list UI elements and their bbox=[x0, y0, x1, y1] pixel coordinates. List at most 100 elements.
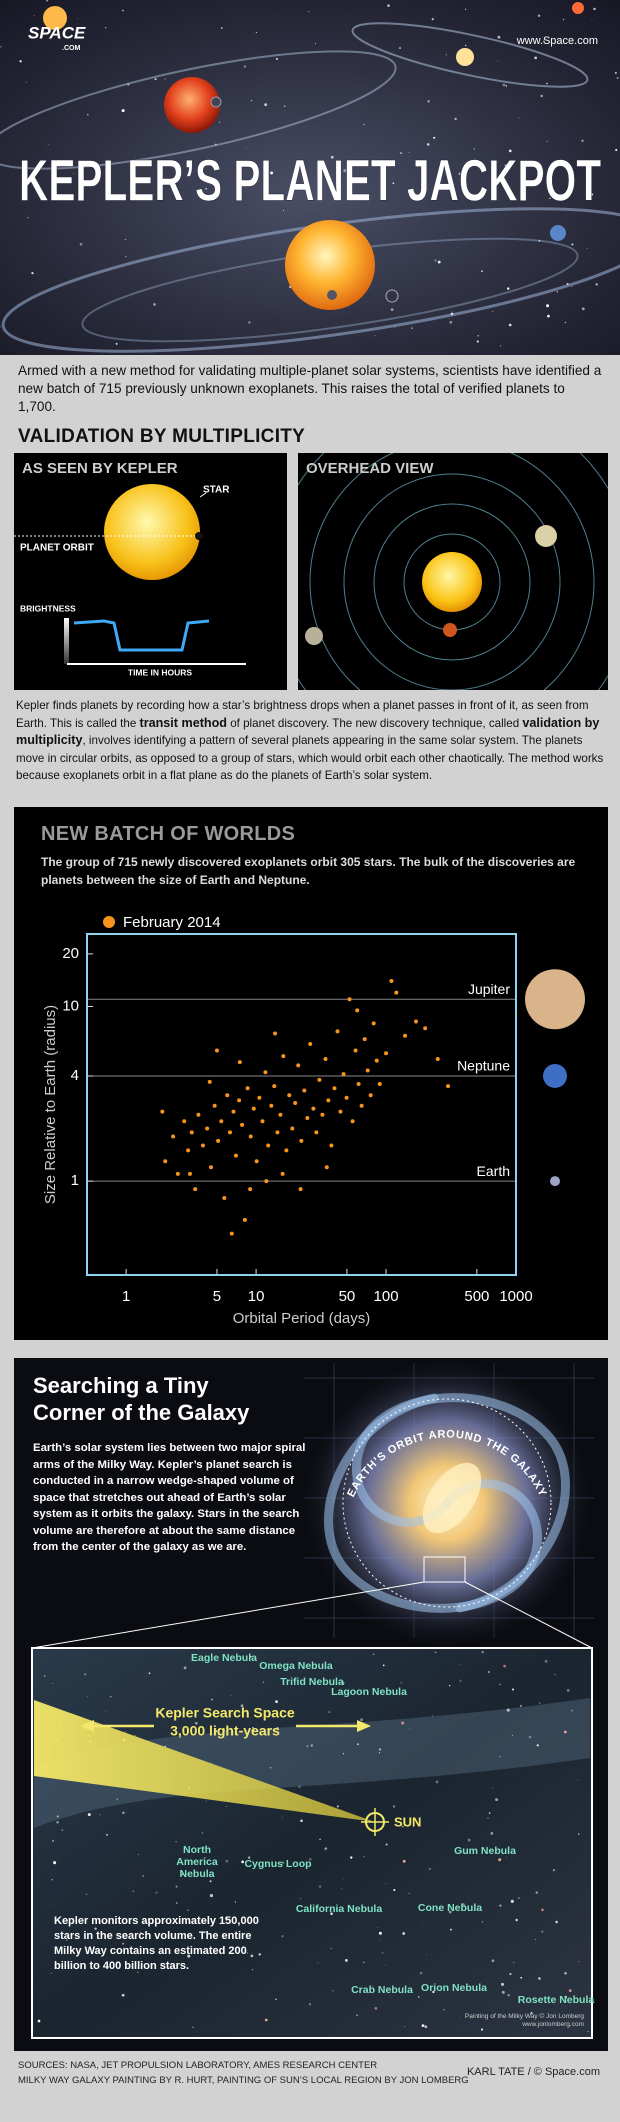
data-point bbox=[248, 1187, 253, 1192]
star-dot bbox=[211, 1698, 213, 1701]
legend-label: February 2014 bbox=[123, 914, 221, 931]
data-point bbox=[296, 1063, 301, 1068]
star-dot bbox=[122, 9, 124, 12]
data-point bbox=[326, 1098, 331, 1103]
logo: SPACE bbox=[28, 23, 86, 42]
star-dot bbox=[330, 155, 334, 159]
nebula-label: Cygnus Loop bbox=[244, 1858, 312, 1870]
star-dot bbox=[570, 1709, 573, 1712]
star-dot bbox=[134, 1962, 136, 1965]
panel-title: AS SEEN BY KEPLER bbox=[22, 460, 178, 477]
star-dot bbox=[219, 121, 221, 123]
star-dot bbox=[246, 1951, 249, 1954]
star-dot bbox=[435, 1780, 439, 1784]
star-dot bbox=[569, 2025, 571, 2027]
star-dot bbox=[510, 1899, 514, 1903]
star-dot bbox=[500, 345, 502, 347]
data-point bbox=[264, 1179, 269, 1184]
data-point bbox=[377, 1081, 382, 1086]
orbit bbox=[351, 22, 589, 88]
image-credit: Painting of the Milky Way © Jon Lomberg … bbox=[464, 2013, 584, 2028]
star-dot bbox=[390, 308, 394, 312]
data-point bbox=[275, 1130, 280, 1135]
star-dot bbox=[421, 2024, 425, 2028]
data-point bbox=[254, 1159, 259, 1164]
star-dot bbox=[33, 15, 35, 17]
data-point bbox=[394, 990, 399, 995]
star-dot bbox=[467, 191, 470, 194]
planet-image bbox=[543, 1063, 567, 1088]
nebula-label: Rosette Nebula bbox=[517, 1994, 595, 2006]
star-dot bbox=[460, 1664, 462, 1666]
star-dot bbox=[544, 1659, 548, 1663]
star-dot bbox=[520, 1976, 523, 1979]
nebula-label: California Nebula bbox=[295, 1903, 383, 1915]
star-dot bbox=[77, 18, 79, 19]
star-dot bbox=[534, 1938, 536, 1940]
data-point bbox=[228, 1130, 233, 1135]
star-dot bbox=[511, 1688, 514, 1691]
star-dot bbox=[393, 1888, 396, 1892]
star-dot bbox=[234, 1901, 237, 1903]
kepler-view-panel: AS SEEN BY KEPLER STAR PLANET ORBIT BRIG… bbox=[14, 453, 287, 690]
star-dot bbox=[85, 1893, 88, 1896]
star-dot bbox=[154, 78, 157, 81]
arm bbox=[324, 1393, 542, 1613]
star-dot bbox=[0, 326, 1, 328]
data-point bbox=[248, 1134, 253, 1139]
star-dot bbox=[392, 1805, 396, 1808]
x-tick-label: 10 bbox=[248, 1288, 265, 1305]
data-point bbox=[237, 1098, 242, 1103]
star-dot bbox=[505, 85, 508, 87]
star-dot bbox=[281, 1935, 284, 1938]
nebula-label: Omega Nebula bbox=[259, 1660, 333, 1672]
star-dot bbox=[467, 1838, 471, 1842]
data-point bbox=[365, 1068, 370, 1073]
star-dot bbox=[408, 1892, 410, 1894]
star-dot bbox=[310, 1744, 314, 1747]
star-dot bbox=[299, 1898, 302, 1900]
data-point bbox=[308, 1041, 313, 1046]
star-dot bbox=[205, 187, 208, 190]
star-dot bbox=[507, 287, 510, 290]
star-dot bbox=[392, 182, 395, 185]
galaxy-paragraph: Earth’s solar system lies between two ma… bbox=[33, 1442, 306, 1553]
star-dot bbox=[426, 143, 430, 146]
zoom-line bbox=[31, 1581, 425, 1649]
star-dot bbox=[385, 1843, 388, 1846]
star-dot bbox=[247, 1732, 248, 1734]
search-space-label: Kepler Search Space bbox=[155, 1705, 295, 1721]
data-point bbox=[323, 1057, 328, 1062]
star-dot bbox=[577, 1779, 579, 1781]
star-dot bbox=[47, 143, 49, 145]
star-dot bbox=[84, 1673, 87, 1676]
star-dot bbox=[554, 1673, 556, 1676]
star-dot bbox=[451, 188, 453, 190]
inset-paragraph: Kepler monitors approximately 150,000 st… bbox=[54, 1915, 259, 1972]
star-dot bbox=[374, 335, 376, 337]
star-dot bbox=[125, 255, 127, 258]
star-dot bbox=[209, 1893, 214, 1898]
star-dot bbox=[502, 83, 506, 87]
star-dot bbox=[186, 1909, 189, 1912]
star-dot bbox=[615, 148, 618, 152]
star-dot bbox=[61, 1829, 64, 1831]
star-dot bbox=[319, 1838, 321, 1841]
chart-title: NEW BATCH OF WORLDS bbox=[41, 823, 296, 845]
nebula-label: Lagoon Nebula bbox=[331, 1686, 407, 1698]
star-dot bbox=[243, 65, 246, 68]
data-point bbox=[200, 1143, 205, 1148]
star-dot bbox=[363, 1855, 366, 1858]
star-dot bbox=[234, 1856, 236, 1858]
star-dot bbox=[46, 0, 49, 2]
star-dot bbox=[252, 1726, 254, 1729]
star-dot bbox=[492, 1787, 493, 1789]
star-dot bbox=[282, 1861, 285, 1864]
star-dot bbox=[164, 78, 166, 80]
star-dot bbox=[499, 1756, 501, 1758]
star-dot bbox=[543, 40, 545, 42]
data-point bbox=[355, 1008, 360, 1013]
data-point bbox=[293, 1101, 298, 1106]
